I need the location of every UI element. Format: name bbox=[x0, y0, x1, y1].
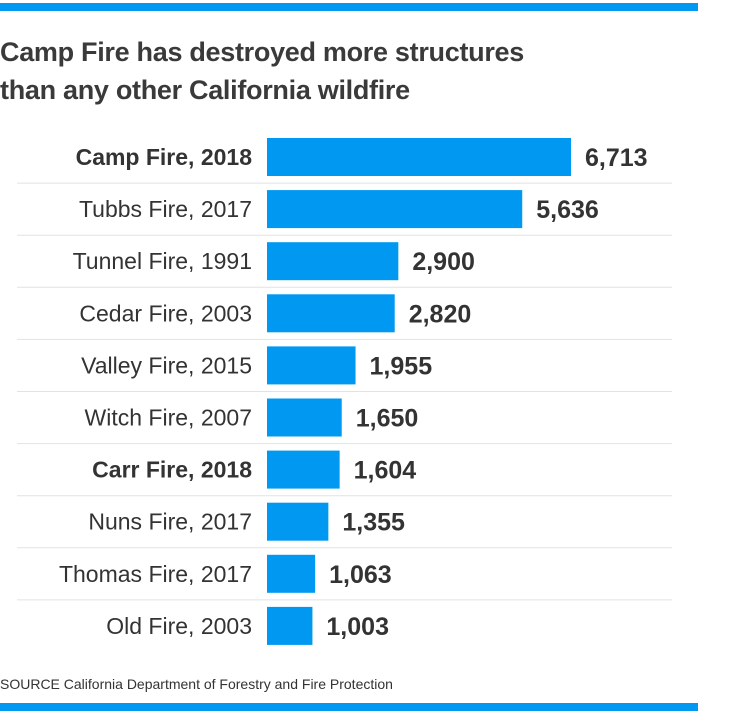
title-line-1: Camp Fire has destroyed more structures bbox=[0, 37, 524, 67]
bar bbox=[267, 346, 356, 385]
value-label: 2,900 bbox=[412, 248, 475, 276]
bar bbox=[267, 450, 340, 489]
top-rule bbox=[0, 3, 698, 11]
category-label: Witch Fire, 2007 bbox=[85, 405, 252, 431]
bar bbox=[267, 138, 571, 176]
category-label: Thomas Fire, 2017 bbox=[59, 561, 252, 587]
bar bbox=[267, 242, 399, 281]
category-label: Valley Fire, 2015 bbox=[81, 352, 252, 378]
title-line-2: than any other California wildfire bbox=[0, 75, 410, 105]
category-label: Camp Fire, 2018 bbox=[76, 144, 253, 170]
category-label: Carr Fire, 2018 bbox=[92, 457, 252, 483]
category-label: Cedar Fire, 2003 bbox=[79, 300, 252, 326]
category-label: Tunnel Fire, 1991 bbox=[73, 248, 252, 274]
bar bbox=[267, 502, 329, 541]
category-label: Old Fire, 2003 bbox=[106, 613, 252, 639]
source-note: SOURCE California Department of Forestry… bbox=[0, 676, 393, 692]
category-label: Nuns Fire, 2017 bbox=[88, 509, 252, 535]
value-label: 5,636 bbox=[536, 196, 599, 224]
value-label: 1,955 bbox=[370, 352, 433, 380]
bar bbox=[267, 398, 342, 437]
value-label: 2,820 bbox=[409, 300, 472, 328]
value-label: 1,604 bbox=[354, 457, 417, 485]
value-label: 1,355 bbox=[342, 509, 405, 537]
bar bbox=[267, 294, 395, 333]
value-label: 1,063 bbox=[329, 561, 392, 589]
bottom-rule bbox=[0, 703, 698, 711]
value-label: 1,003 bbox=[326, 613, 389, 641]
chart-title: Camp Fire has destroyed more structures … bbox=[0, 33, 524, 109]
value-label: 6,713 bbox=[585, 144, 648, 172]
bar bbox=[267, 554, 316, 593]
bar bbox=[267, 190, 523, 229]
bar bbox=[267, 606, 313, 645]
value-label: 1,650 bbox=[356, 405, 419, 433]
category-label: Tubbs Fire, 2017 bbox=[79, 196, 252, 222]
